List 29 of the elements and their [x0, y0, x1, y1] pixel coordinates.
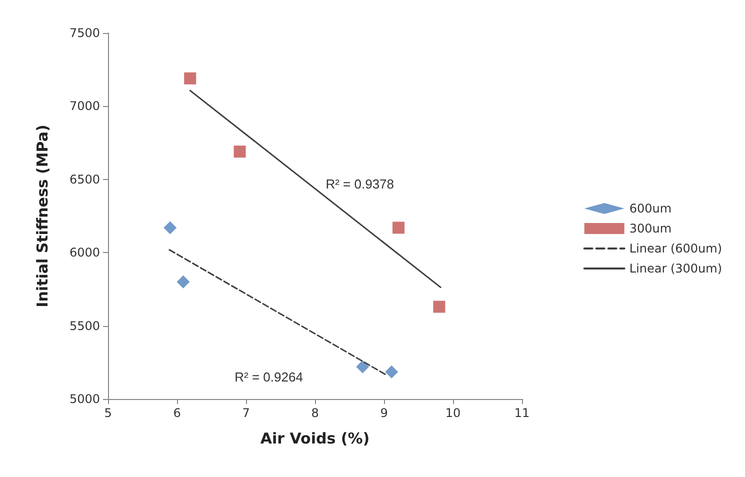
y-tick-label: 7000	[69, 99, 100, 114]
x-tick-label: 5	[104, 406, 112, 420]
legend-label: Linear (600um)	[629, 242, 722, 256]
x-tick-label: 9	[380, 406, 388, 420]
y-axis-title: Initial Stiffness (MPa)	[34, 124, 52, 308]
x-tick-label: 6	[173, 406, 181, 420]
x-tick-label: 11	[514, 406, 530, 420]
point	[356, 360, 370, 374]
legend-label: 300um	[629, 222, 672, 236]
annotation: R² = 0.9264	[234, 370, 303, 385]
y-tick-label: 6500	[69, 172, 100, 186]
point	[164, 221, 177, 234]
x-axis-title: Air Voids (%)	[260, 430, 370, 448]
point	[433, 300, 446, 313]
y-tick-label: 6000	[69, 246, 100, 260]
y-tick-label: 5000	[69, 392, 100, 406]
x-tick-label: 10	[445, 406, 461, 420]
point	[176, 275, 190, 288]
point	[385, 365, 398, 378]
legend-label: Linear (300um)	[629, 262, 722, 276]
legend-label: 600um	[629, 202, 672, 216]
annotation: R² = 0.9378	[326, 176, 394, 192]
point	[184, 72, 196, 84]
point	[234, 146, 246, 158]
y-tick-label: 7500	[69, 26, 100, 40]
y-tick-label: 5500	[69, 318, 100, 333]
x-tick-label: 7	[242, 406, 250, 420]
x-tick-label: 8	[311, 406, 319, 420]
point	[392, 222, 404, 234]
